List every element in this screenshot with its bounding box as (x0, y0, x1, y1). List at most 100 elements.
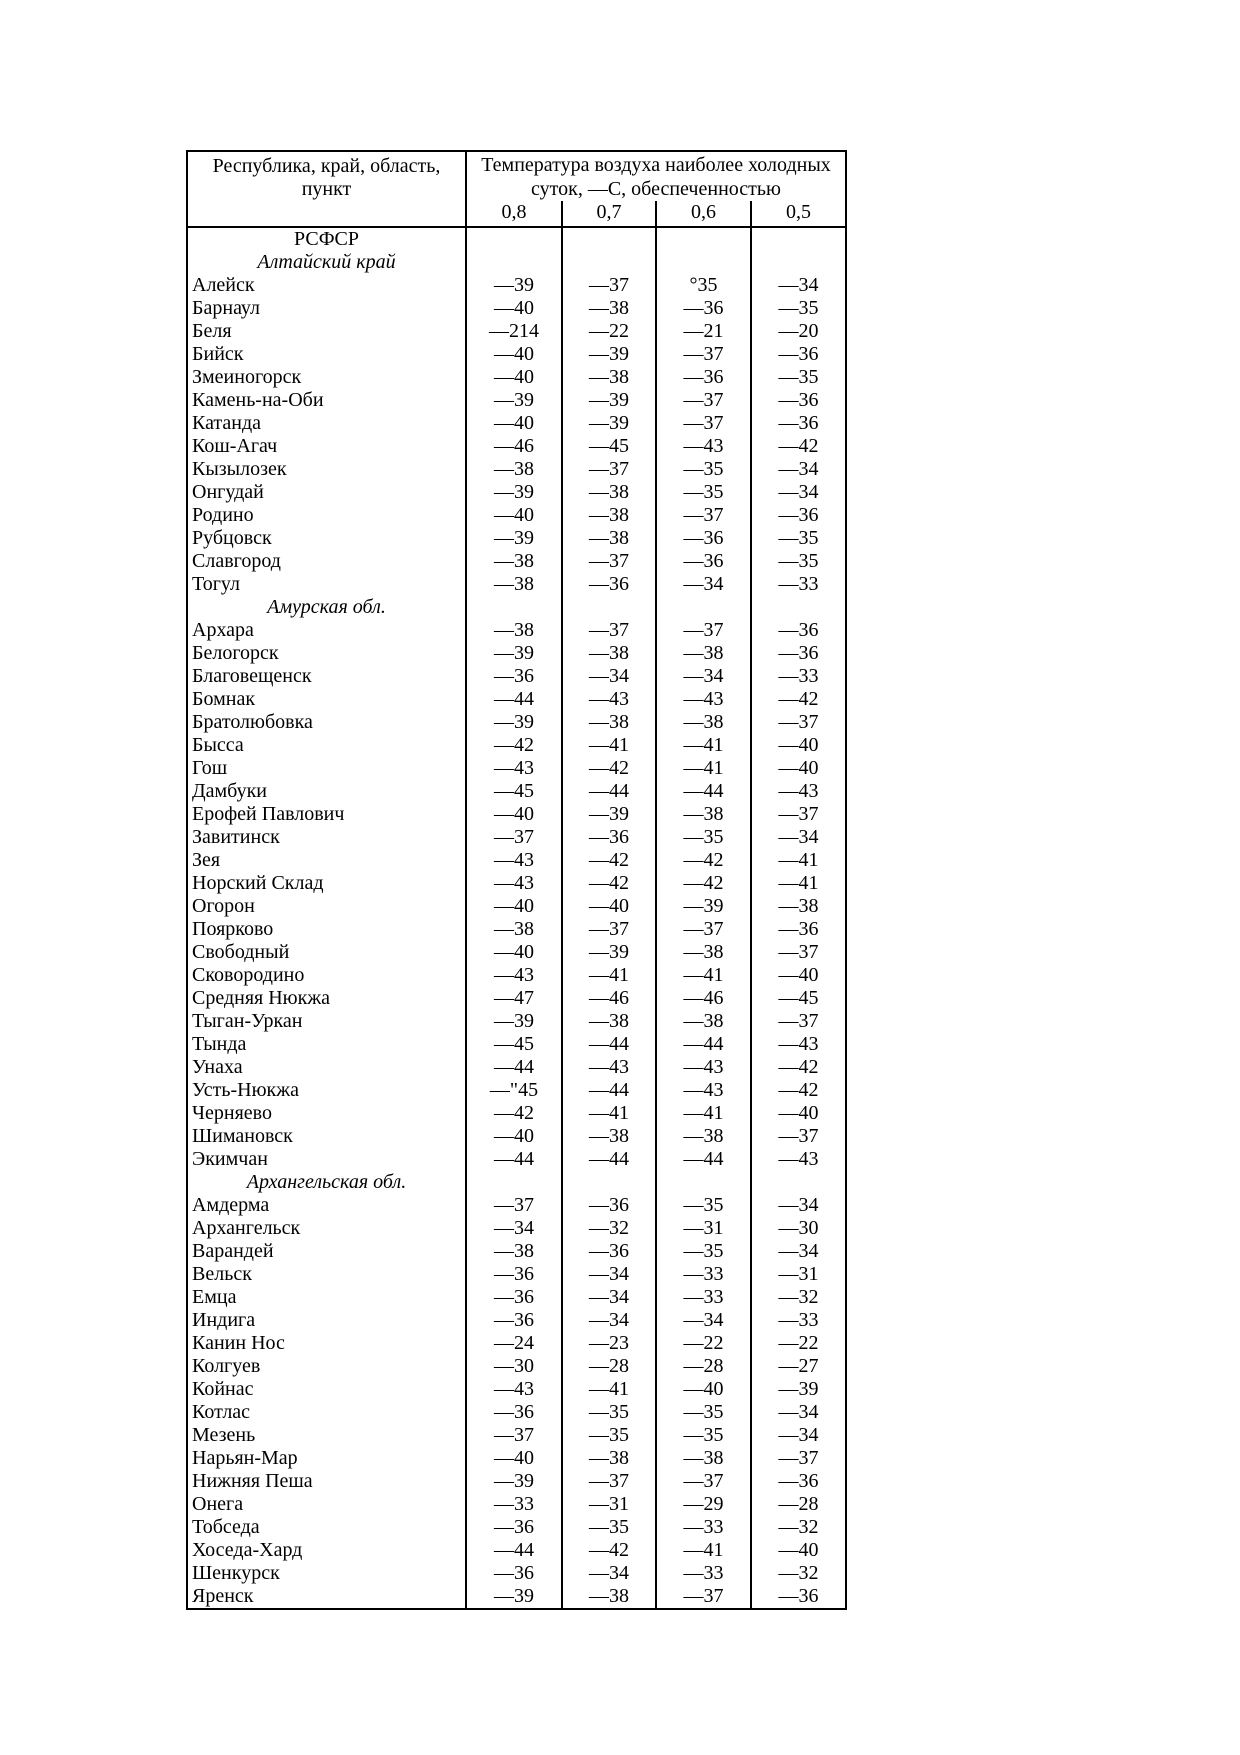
temp-value: —34 (465, 1217, 562, 1240)
temp-value: —36 (655, 297, 751, 320)
temp-value: —39 (750, 1378, 846, 1401)
temp-value: —35 (655, 458, 751, 481)
city-name: Змеиногорск (192, 366, 302, 388)
temp-value: —42 (561, 1539, 656, 1562)
city-name: Ерофей Павлович (192, 803, 345, 825)
temp-value (465, 1171, 562, 1194)
table-row: Кызылозек —38 —37 —35 —34 (187, 458, 846, 481)
temp-value: —41 (655, 734, 751, 757)
table-row: Хоседа-Хард —44 —42 —41 —40 (187, 1539, 846, 1562)
temp-value: —39 (561, 941, 656, 964)
city-name: Кызылозек (192, 458, 287, 480)
temp-value: —38 (655, 1125, 751, 1148)
city-name: Усть-Нюкжа (192, 1079, 299, 1101)
temp-value: —37 (655, 504, 751, 527)
table-row: Камень-на-Оби —39 —39 —37 —36 (187, 389, 846, 412)
temp-value: —39 (465, 389, 562, 412)
temp-value: —31 (655, 1217, 751, 1240)
temp-value: —22 (655, 1332, 751, 1355)
temp-value: —214 (465, 320, 562, 343)
temp-value: —41 (655, 1539, 751, 1562)
temp-value: —37 (465, 1194, 562, 1217)
temp-value: —44 (465, 1539, 562, 1562)
temp-value: —34 (561, 1286, 656, 1309)
temp-value: —35 (561, 1516, 656, 1539)
temp-value: —41 (655, 964, 751, 987)
temp-value: —34 (750, 826, 846, 849)
city-name: Архара (192, 619, 254, 641)
temp-value: —42 (750, 1056, 846, 1079)
city-name: Бийск (192, 343, 244, 365)
temp-value: —37 (655, 412, 751, 435)
temp-value: —35 (561, 1401, 656, 1424)
temp-value: —39 (465, 642, 562, 665)
city-name: Катанда (192, 412, 262, 434)
temp-value: —29 (655, 1493, 751, 1516)
header-row: Республика, край, область, пункт Темпера… (187, 151, 846, 228)
city-name: Братолюбовка (192, 711, 313, 733)
table-row: Емца —36 —34 —33 —32 (187, 1286, 846, 1309)
temp-value: —38 (561, 1010, 656, 1033)
temp-value (750, 596, 846, 619)
temp-value: —41 (655, 757, 751, 780)
table-row: Вельск —36 —34 —33 —31 (187, 1263, 846, 1286)
temp-value: —39 (561, 803, 656, 826)
temp-value: —35 (655, 1240, 751, 1263)
table-row: Нижняя Пеша —39 —37 —37 —36 (187, 1470, 846, 1493)
city-name: Зея (192, 849, 221, 871)
city-name: Беля (192, 320, 232, 342)
temp-value: —36 (750, 343, 846, 366)
temp-value: —38 (465, 918, 562, 941)
temp-value: —45 (465, 780, 562, 803)
temp-value: —38 (465, 1240, 562, 1263)
table-row: Унаха —44 —43 —43 —42 (187, 1056, 846, 1079)
temp-value: —44 (561, 1033, 656, 1056)
city-name: Поярково (192, 918, 274, 940)
city-name: Онега (192, 1493, 244, 1515)
city-name: Нижняя Пеша (192, 1470, 313, 1492)
temp-value: —35 (561, 1424, 656, 1447)
temp-value: —33 (750, 573, 846, 596)
table-row: Шимановск —40 —38 —38 —37 (187, 1125, 846, 1148)
temp-value: —43 (465, 872, 562, 895)
temp-value: —40 (750, 1102, 846, 1125)
temp-value: —23 (561, 1332, 656, 1355)
city-name: Камень-на-Оби (192, 389, 324, 411)
temp-value: —42 (561, 849, 656, 872)
temp-value: —36 (750, 642, 846, 665)
table-row: Сковородино —43 —41 —41 —40 (187, 964, 846, 987)
temp-value: —36 (465, 1286, 562, 1309)
temp-value (465, 251, 562, 274)
temp-value: —40 (465, 1125, 562, 1148)
temp-value: —34 (750, 274, 846, 297)
temp-value (561, 596, 656, 619)
city-name: Белогорск (192, 642, 279, 664)
temp-value: —36 (750, 1585, 846, 1609)
temp-value: —37 (561, 274, 656, 297)
section-name: Алтайский край (257, 251, 396, 273)
city-name: Средняя Нюкжа (192, 987, 331, 1009)
city-name: Койнас (192, 1378, 254, 1400)
city-name: Тыган-Уркан (192, 1010, 303, 1032)
city-name: Емца (192, 1286, 237, 1308)
table-row: Шенкурск —36 —34 —33 —32 (187, 1562, 846, 1585)
city-name: Свободный (192, 941, 290, 963)
temp-value: —41 (655, 1102, 751, 1125)
temp-value: —33 (465, 1493, 562, 1516)
temperature-column-header: Температура воздуха наиболее холодных су… (481, 153, 831, 200)
temp-value: —39 (655, 895, 751, 918)
probability-col-06: 0,6 (655, 201, 751, 228)
temp-value: —22 (561, 320, 656, 343)
temp-value: —43 (655, 1056, 751, 1079)
temp-value: —40 (465, 343, 562, 366)
temp-value: —41 (561, 1102, 656, 1125)
temp-value (655, 251, 751, 274)
temp-value: —46 (465, 435, 562, 458)
temp-value: —37 (655, 1470, 751, 1493)
table-row: Братолюбовка —39 —38 —38 —37 (187, 711, 846, 734)
probability-col-07: 0,7 (561, 201, 656, 228)
temp-value: —36 (465, 1263, 562, 1286)
city-name: Мезень (192, 1424, 256, 1446)
temp-value: —32 (561, 1217, 656, 1240)
city-name: Тобседа (192, 1516, 260, 1538)
